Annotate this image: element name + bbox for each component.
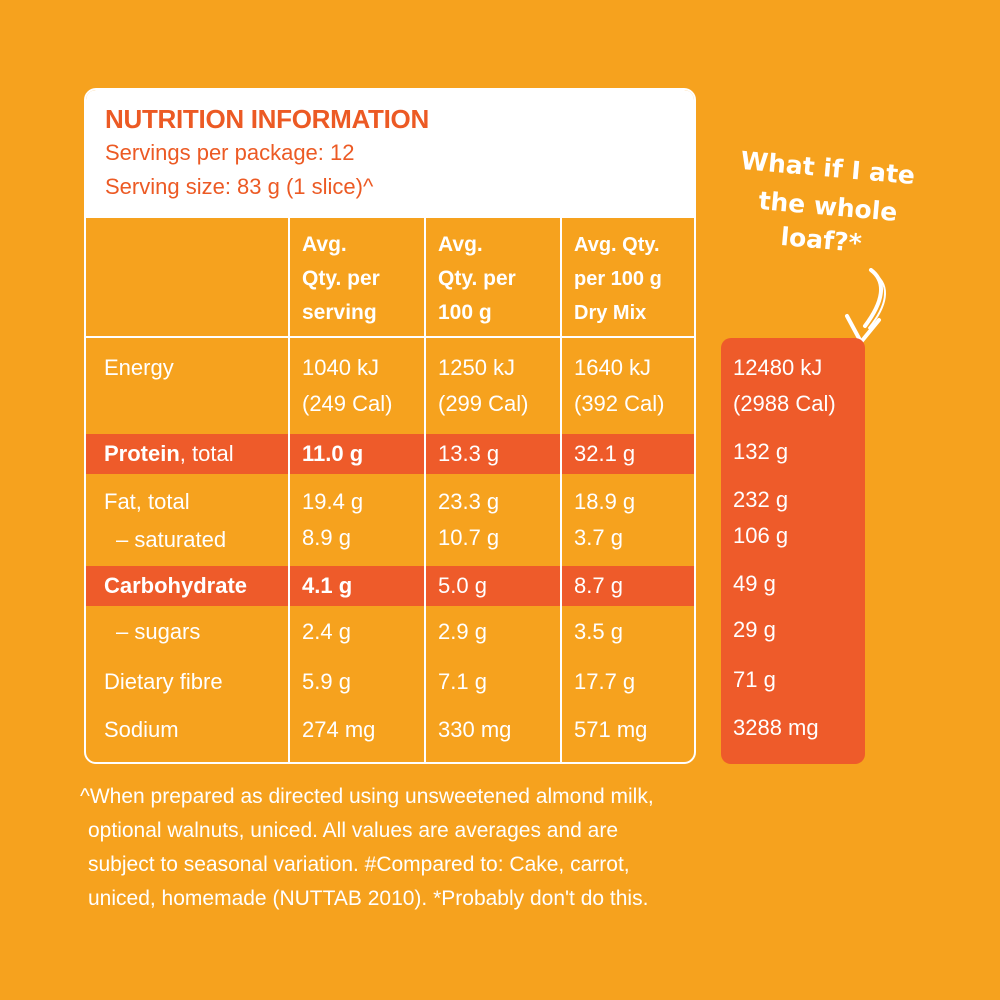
loaf-saturated: 106 g	[733, 523, 789, 548]
energy-per100-kj: 1250 kJ	[438, 355, 516, 380]
row-label-energy: Energy	[104, 355, 174, 380]
footnote-line: subject to seasonal variation. #Compared…	[88, 853, 630, 876]
loaf-energy-kj: 12480 kJ	[733, 355, 823, 380]
fibre-dry: 17.7 g	[574, 669, 636, 694]
sodium-per100: 330 mg	[438, 717, 512, 742]
whole-loaf-column: 12480 kJ (2988 Cal) 132 g 232 g 106 g 49…	[721, 338, 865, 764]
column-divider	[288, 218, 290, 762]
loaf-note-line-3: loaf?*	[779, 222, 863, 258]
column-divider	[424, 218, 426, 762]
fat-serving: 19.4 g	[302, 489, 364, 514]
saturated-serving: 8.9 g	[302, 525, 351, 550]
loaf-sodium: 3288 mg	[733, 715, 819, 740]
footnote-line: ^When prepared as directed using unsweet…	[80, 785, 654, 808]
fibre-per100: 7.1 g	[438, 669, 487, 694]
protein-row-band	[86, 434, 694, 474]
carbohydrate-serving: 4.1 g	[302, 573, 353, 598]
row-label-protein: Protein, total	[104, 441, 234, 466]
protein-serving: 11.0 g	[302, 441, 364, 466]
fibre-serving: 5.9 g	[302, 669, 351, 694]
loaf-energy-cal: (2988 Cal)	[733, 391, 836, 416]
footnote: ^When prepared as directed using unsweet…	[80, 780, 980, 916]
saturated-dry: 3.7 g	[574, 525, 623, 550]
loaf-note-line-2: the whole	[757, 186, 899, 228]
loaf-protein: 132 g	[733, 439, 789, 464]
panel-header: NUTRITION INFORMATION Servings per packa…	[86, 90, 694, 218]
energy-dry-cal: (392 Cal)	[574, 391, 665, 416]
footnote-line: optional walnuts, uniced. All values are…	[88, 819, 619, 842]
loaf-sugars: 29 g	[733, 617, 776, 642]
header-divider	[86, 336, 694, 338]
row-label-saturated: – saturated	[116, 527, 227, 552]
protein-per100: 13.3 g	[438, 441, 500, 466]
fat-dry: 18.9 g	[574, 489, 636, 514]
carbohydrate-per100: 5.0 g	[438, 573, 487, 598]
sugars-serving: 2.4 g	[302, 619, 351, 644]
sodium-serving: 274 mg	[302, 717, 376, 742]
servings-per-package: Servings per package: 12	[105, 140, 355, 165]
fat-per100: 23.3 g	[438, 489, 500, 514]
row-label-sugars: – sugars	[116, 619, 201, 644]
sugars-per100: 2.9 g	[438, 619, 487, 644]
loaf-carbohydrate: 49 g	[733, 571, 776, 596]
saturated-per100: 10.7 g	[438, 525, 500, 550]
row-label-fat: Fat, total	[104, 489, 190, 514]
carbohydrate-dry: 8.7 g	[574, 573, 623, 598]
row-label-carbohydrate: Carbohydrate	[104, 573, 248, 598]
column-divider	[560, 218, 562, 762]
serving-size: Serving size: 83 g (1 slice)^	[105, 174, 374, 199]
row-label-sodium: Sodium	[104, 717, 179, 742]
panel-title: NUTRITION INFORMATION	[105, 104, 429, 134]
loaf-fibre: 71 g	[733, 667, 776, 692]
row-label-fibre: Dietary fibre	[104, 669, 223, 694]
nutrition-panel: NUTRITION INFORMATION Servings per packa…	[84, 88, 696, 764]
energy-dry-kj: 1640 kJ	[574, 355, 652, 380]
energy-serving-cal: (249 Cal)	[302, 391, 393, 416]
footnote-line: uniced, homemade (NUTTAB 2010). *Probabl…	[88, 887, 649, 910]
carbohydrate-row-band	[86, 566, 694, 606]
loaf-fat: 232 g	[733, 487, 789, 512]
energy-serving-kj: 1040 kJ	[302, 355, 380, 380]
protein-dry: 32.1 g	[574, 441, 636, 466]
energy-per100-cal: (299 Cal)	[438, 391, 529, 416]
sugars-dry: 3.5 g	[574, 619, 623, 644]
loaf-note-line-1: What if I ate	[739, 146, 917, 191]
sodium-dry: 571 mg	[574, 717, 648, 742]
